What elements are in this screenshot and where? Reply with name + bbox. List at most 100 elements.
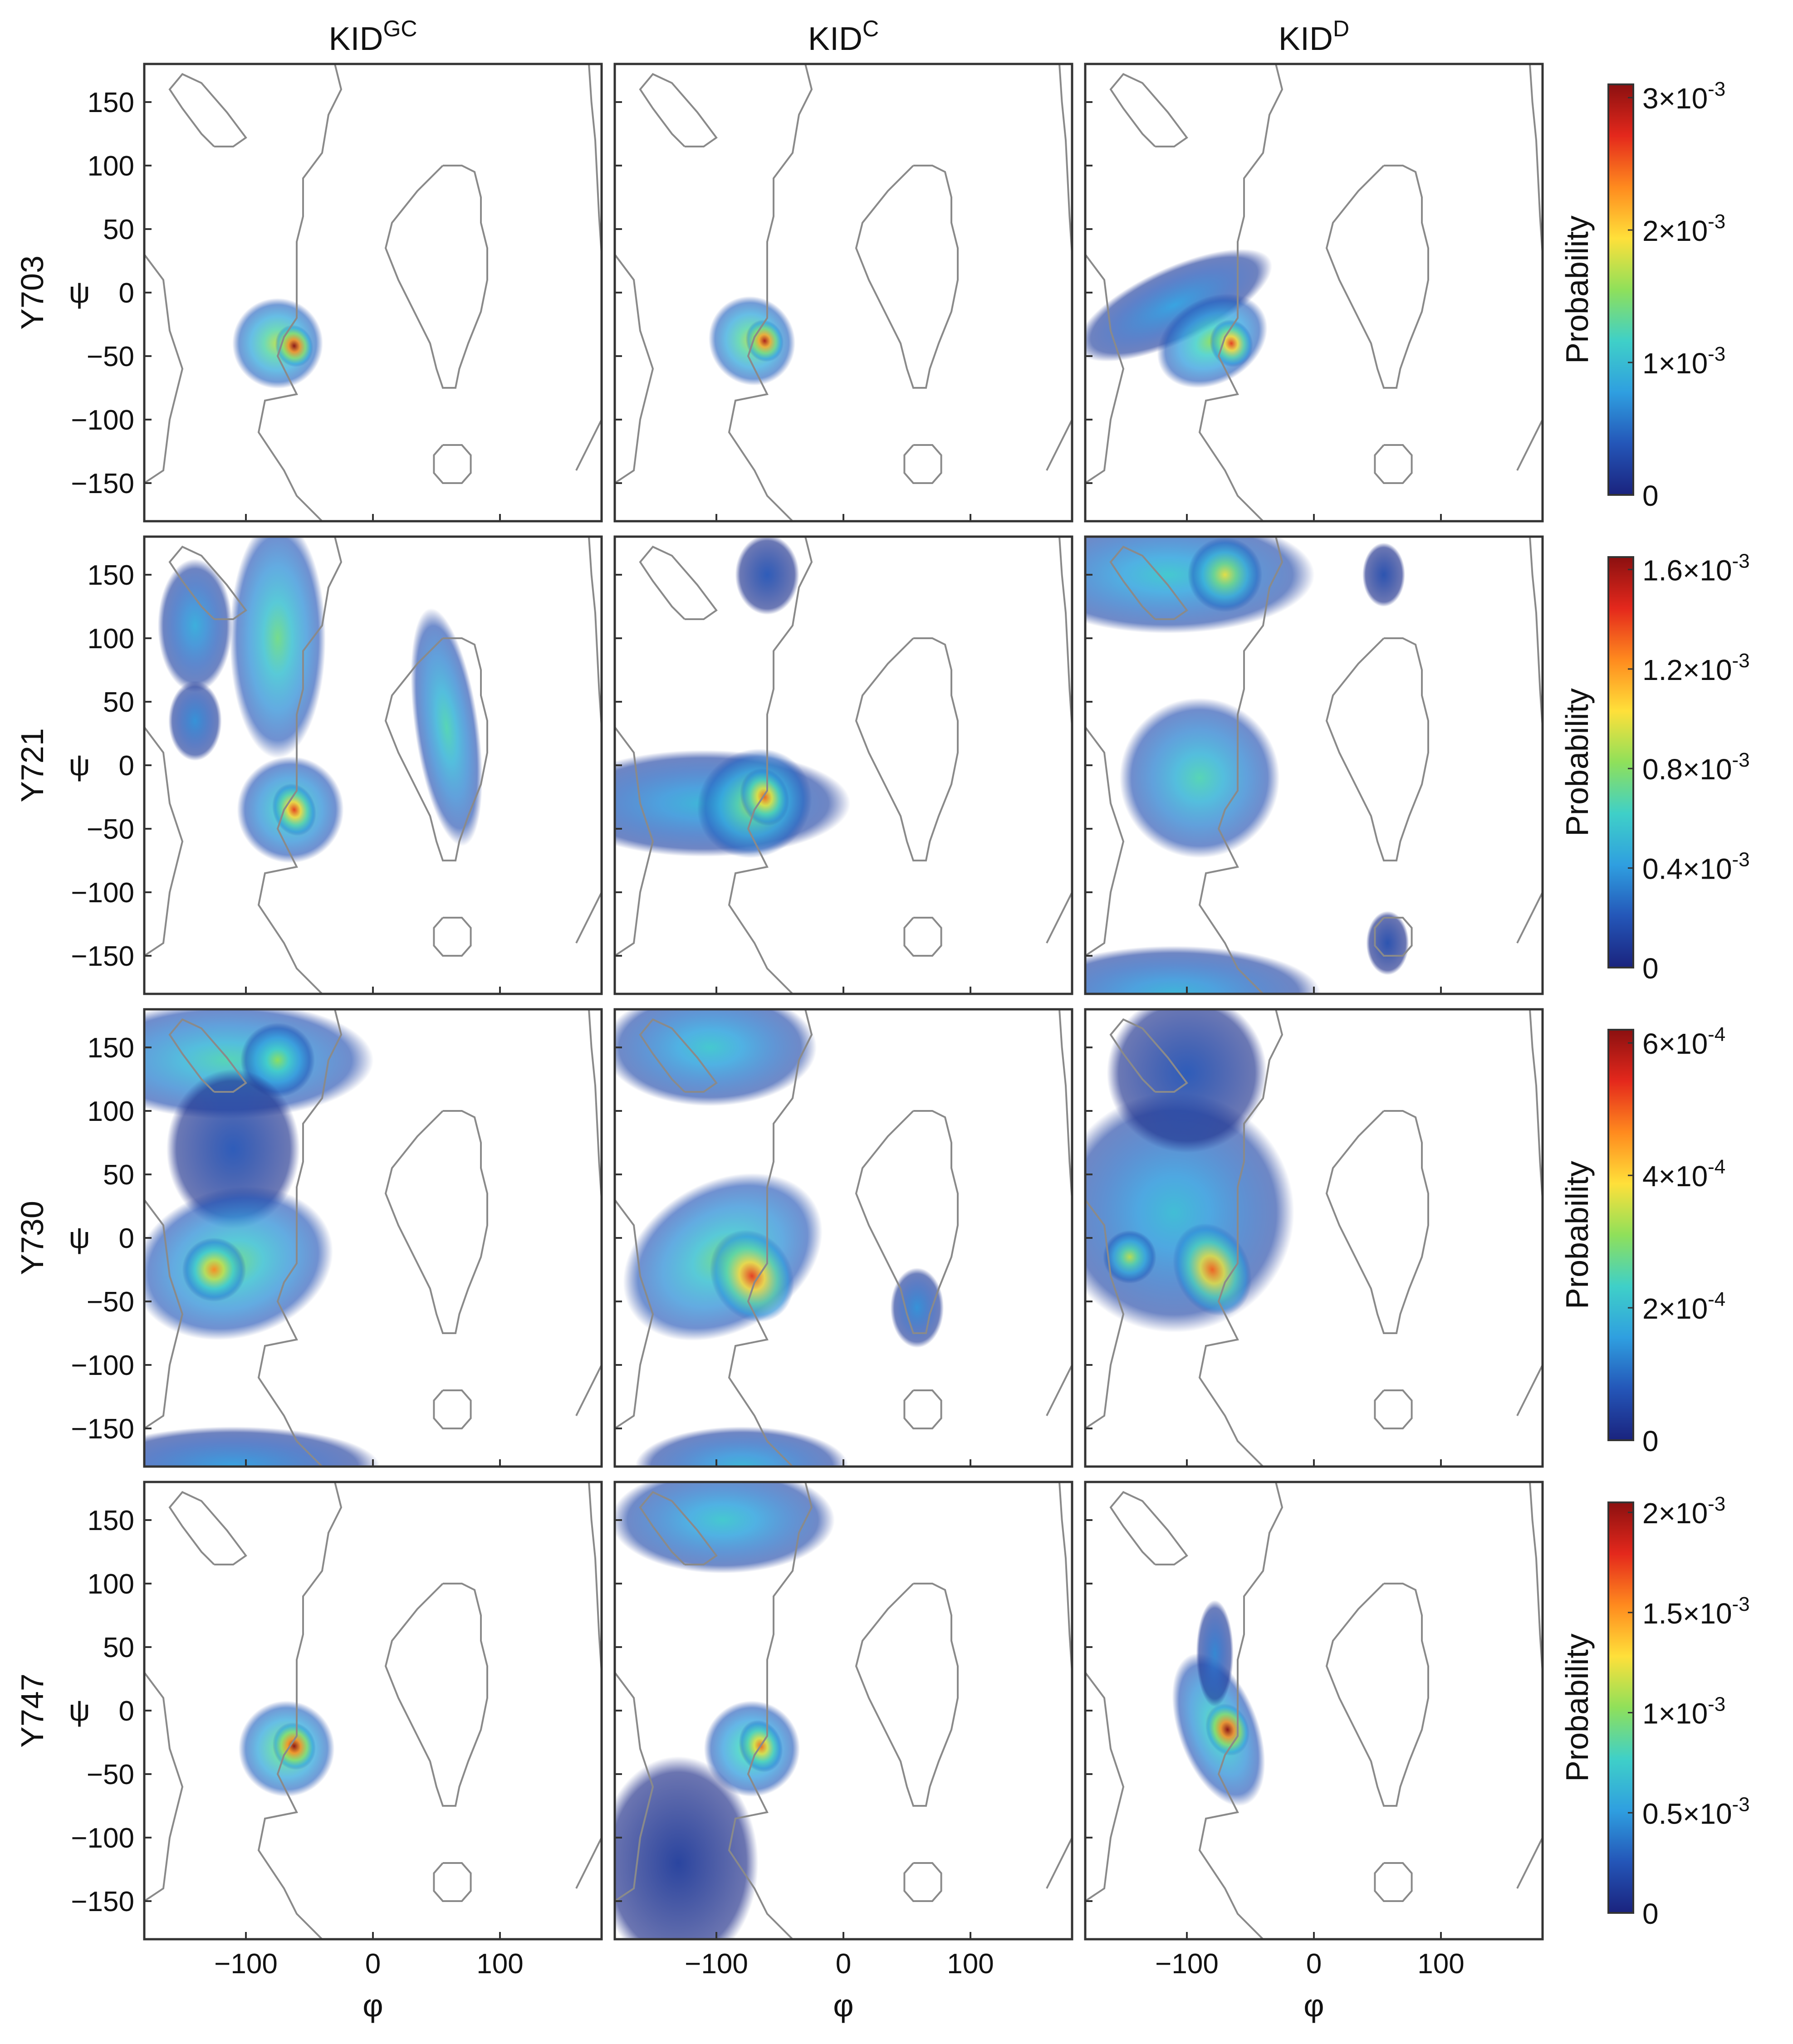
column-header-base: KID — [808, 21, 862, 57]
y-tick-label: −50 — [87, 341, 134, 372]
allowed-region-outline — [433, 1862, 472, 1902]
density-blob — [1085, 946, 1321, 994]
allowed-region-outline — [1198, 64, 1284, 521]
colorbar-tick-mantissa: 6×10 — [1642, 1027, 1708, 1060]
density-blob — [168, 680, 222, 761]
panel-y730-kidc — [613, 1008, 1073, 1468]
allowed-region-outline — [1325, 165, 1429, 389]
allowed-region-outline — [433, 444, 472, 484]
colorbar-gradient — [1608, 1030, 1633, 1440]
allowed-region-outline — [1198, 1009, 1284, 1467]
colorbar-tick-mantissa: 1×10 — [1642, 1697, 1708, 1730]
colorbar-tick-mantissa: 1×10 — [1642, 347, 1708, 380]
colorbar-gradient — [1608, 1502, 1633, 1913]
y-axis-label: ψ — [69, 748, 90, 782]
density-blob — [710, 1230, 794, 1322]
y-tick-label: 150 — [88, 1505, 134, 1536]
panel-frame — [143, 1481, 603, 1941]
y-axis-label: ψ — [69, 275, 90, 309]
allowed-region-outline — [1516, 1364, 1543, 1416]
density-blob — [144, 1426, 380, 1467]
row-label: Y721 — [15, 728, 50, 802]
allowed-region-outline — [615, 1672, 654, 1902]
allowed-region-outline — [257, 1009, 343, 1467]
y-tick-label: −150 — [71, 1886, 134, 1917]
allowed-region-outline — [728, 1482, 813, 1939]
y-tick-label: 50 — [103, 1632, 134, 1663]
colorbar-tick-exponent: -4 — [1708, 1023, 1725, 1046]
y-tick-label: 150 — [88, 1032, 134, 1064]
allowed-region-outline — [384, 1583, 488, 1807]
allowed-region-outline — [728, 64, 813, 521]
colorbar-tick-label: 0 — [1642, 1897, 1659, 1930]
colorbar-tick-exponent: -4 — [1708, 1288, 1725, 1311]
y-tick-label: −150 — [71, 941, 134, 972]
allowed-region-outline — [615, 254, 654, 484]
density-blob — [1187, 537, 1263, 612]
colorbar-label: Probability — [1559, 1161, 1595, 1309]
allowed-region-outline — [168, 73, 247, 147]
column-header-sup: D — [1333, 16, 1349, 41]
y-tick-label: 100 — [88, 1569, 134, 1600]
density-blob — [745, 320, 784, 362]
allowed-region-outline — [257, 64, 343, 521]
allowed-region-outline — [257, 537, 343, 994]
allowed-region-outline — [639, 73, 718, 147]
colorbar-tick-label: 4×10-4 — [1642, 1156, 1725, 1193]
colorbar-tick-label: 0 — [1642, 1425, 1659, 1457]
colorbars: 01×10-32×10-33×10-3Probability00.4×10-30… — [1559, 78, 1750, 1930]
colorbar-tick-label: 1.2×10-3 — [1642, 650, 1750, 686]
colorbar-label: Probability — [1559, 688, 1595, 836]
allowed-region-outline — [639, 545, 718, 620]
x-axis-label: φ — [833, 1988, 853, 2023]
allowed-region-outline — [639, 1018, 718, 1093]
allowed-region-outline — [588, 1009, 602, 1200]
allowed-region-outline — [1085, 1672, 1125, 1902]
colorbar-tick-label: 0 — [1642, 479, 1659, 512]
y-tick-label: 150 — [88, 560, 134, 591]
row-label: Y747 — [15, 1673, 50, 1747]
colorbar-tick-mantissa: 0 — [1642, 952, 1659, 985]
colorbar-tick-label: 0.5×10-3 — [1642, 1793, 1750, 1830]
colorbar-frame — [1607, 1029, 1634, 1441]
density-blob — [1196, 1600, 1234, 1707]
colorbar-tick-mantissa: 0.8×10 — [1642, 753, 1732, 786]
y-tick-label: 100 — [88, 151, 134, 182]
density-blob — [1107, 1009, 1267, 1153]
allowed-region-outline — [1046, 1837, 1072, 1889]
allowed-region-outline — [384, 165, 488, 389]
allowed-region-outline — [384, 637, 488, 861]
allowed-region-outline — [433, 1389, 472, 1429]
allowed-region-outline — [144, 1672, 184, 1902]
allowed-region-outline — [903, 1862, 942, 1902]
panel-frame — [613, 63, 1073, 523]
column-header: KIDC — [808, 16, 879, 57]
colorbar-gradient — [1608, 84, 1633, 495]
y-tick-label: 0 — [119, 1223, 134, 1254]
allowed-region-outline — [1374, 1389, 1413, 1429]
colorbar-tick-label: 2×10-3 — [1642, 1493, 1725, 1530]
allowed-region-outline — [1109, 73, 1188, 147]
colorbar-tick-mantissa: 1.2×10 — [1642, 654, 1732, 686]
column-header: KIDD — [1279, 16, 1349, 57]
allowed-region-outline — [168, 1018, 247, 1093]
colorbar-tick-exponent: -3 — [1732, 550, 1750, 572]
colorbar-tick-exponent: -3 — [1708, 343, 1725, 365]
allowed-region-outline — [1374, 444, 1413, 484]
row-label: Y703 — [15, 255, 50, 329]
density-blob — [1119, 698, 1280, 858]
colorbar-frame — [1607, 556, 1634, 968]
colorbar-tick-mantissa: 1.6×10 — [1642, 554, 1732, 587]
allowed-region-outline — [1516, 1837, 1543, 1889]
column-header-base: KID — [328, 21, 383, 57]
allowed-region-outline — [144, 1199, 184, 1429]
density-blob — [740, 768, 789, 826]
allowed-region-outline — [575, 419, 602, 471]
y-tick-label: 0 — [119, 750, 134, 782]
density-blob — [1366, 911, 1409, 975]
colorbar-y721: 00.4×10-30.8×10-31.2×10-31.6×10-3Probabi… — [1559, 550, 1750, 985]
allowed-region-outline — [1198, 537, 1284, 994]
x-tick-label: 100 — [476, 1948, 523, 1980]
y-tick-label: 150 — [88, 87, 134, 118]
